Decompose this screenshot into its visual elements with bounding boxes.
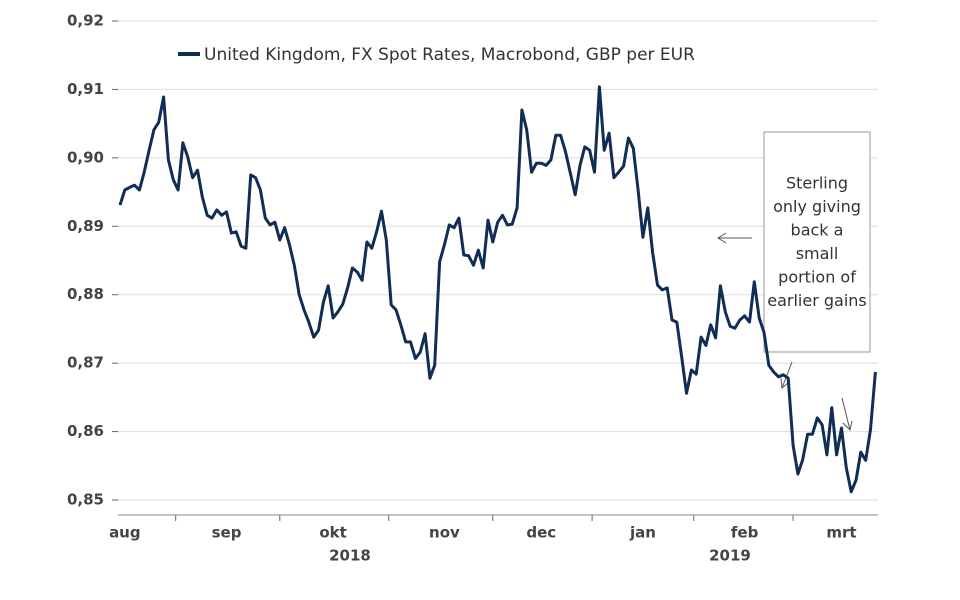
annotation-text: small <box>796 244 839 263</box>
y-tick-label: 0,90 <box>67 148 104 166</box>
legend-label: United Kingdom, FX Spot Rates, Macrobond… <box>204 45 695 65</box>
series-line <box>118 85 877 494</box>
x-tick-label: sep <box>212 524 242 542</box>
y-tick-label: 0,91 <box>67 80 104 98</box>
y-tick-label: 0,89 <box>67 217 104 235</box>
x-tick-label: nov <box>429 524 460 542</box>
y-tick-label: 0,86 <box>67 422 104 440</box>
annotation-text: back a <box>791 221 844 240</box>
x-tick-label: aug <box>109 524 141 542</box>
x-tick-label: dec <box>526 524 556 542</box>
x-tick-label: feb <box>731 524 759 542</box>
annotation-text: only giving <box>773 197 861 216</box>
y-tick-label: 0,88 <box>67 285 104 303</box>
annotation-text: Sterling <box>786 174 848 193</box>
annotation-text: portion of <box>778 268 856 287</box>
y-tick-label: 0,85 <box>67 491 104 509</box>
year-label: 2019 <box>709 547 751 565</box>
annotation-box <box>763 131 871 353</box>
year-label: 2018 <box>329 547 371 565</box>
x-tick-label: mrt <box>826 524 856 542</box>
annotation-arrows <box>717 232 853 431</box>
annotation-text: earlier gains <box>767 291 867 310</box>
x-tick-label: okt <box>319 524 346 542</box>
y-tick-label: 0,92 <box>67 12 104 30</box>
y-tick-label: 0,87 <box>67 354 104 372</box>
x-tick-label: jan <box>629 524 656 542</box>
